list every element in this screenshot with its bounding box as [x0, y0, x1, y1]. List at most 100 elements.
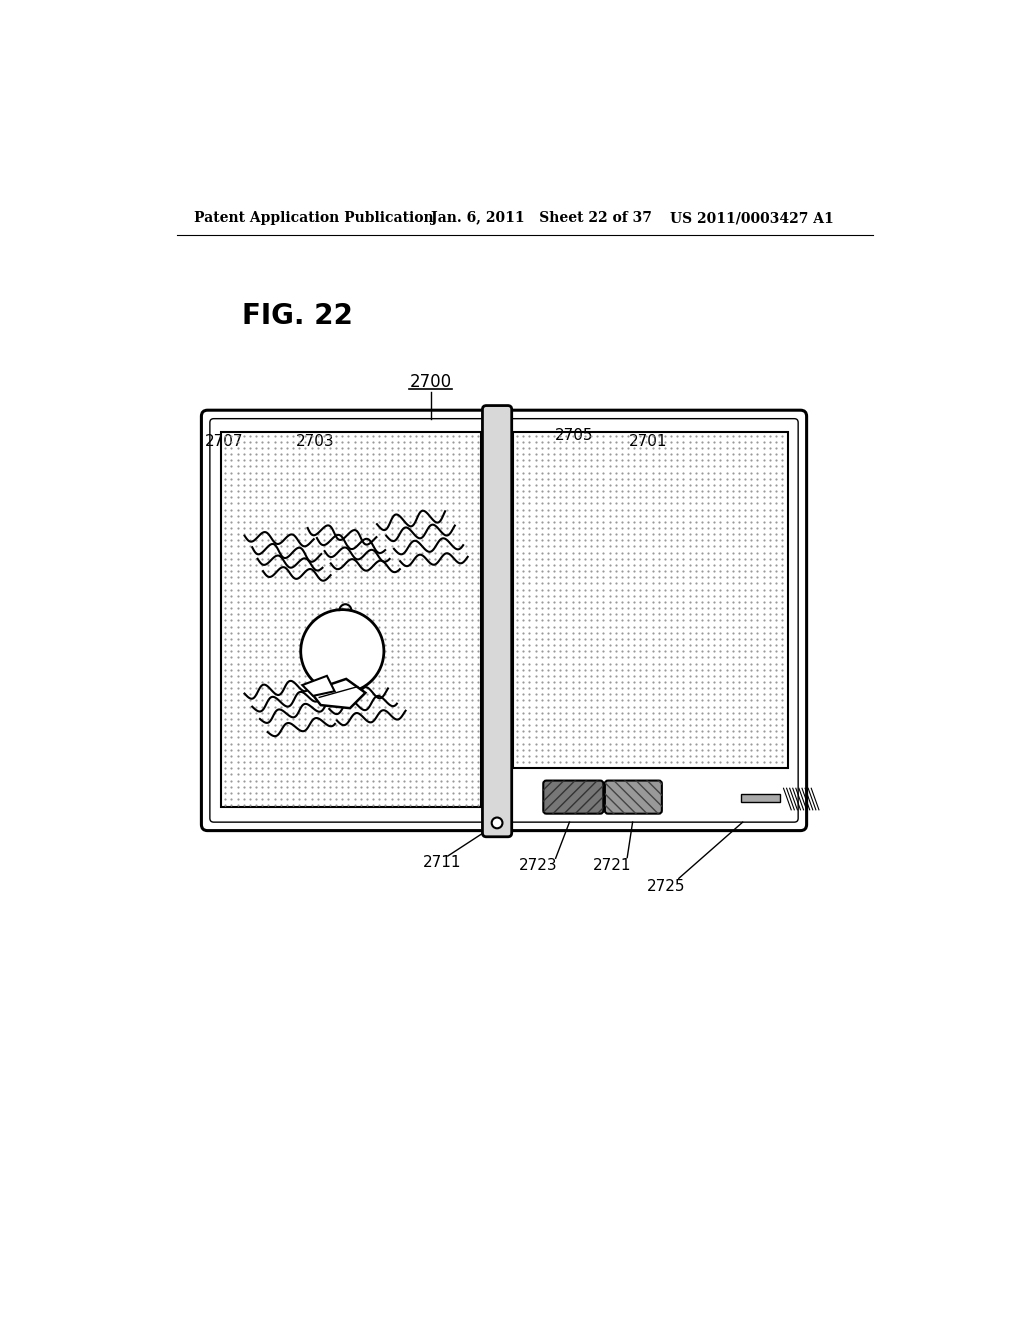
- Point: [427, 659, 443, 680]
- Point: [546, 561, 562, 582]
- Point: [558, 506, 574, 527]
- Point: [564, 696, 581, 717]
- Text: Jan. 6, 2011   Sheet 22 of 37: Jan. 6, 2011 Sheet 22 of 37: [431, 211, 651, 226]
- Point: [254, 536, 270, 557]
- Point: [564, 739, 581, 760]
- Point: [340, 702, 356, 723]
- Point: [626, 659, 642, 680]
- Point: [626, 640, 642, 661]
- Point: [564, 721, 581, 742]
- Point: [217, 492, 233, 513]
- Point: [414, 450, 430, 471]
- Point: [638, 561, 654, 582]
- Point: [774, 672, 791, 693]
- Point: [229, 758, 246, 779]
- Point: [279, 524, 295, 545]
- Point: [427, 635, 443, 656]
- Point: [229, 622, 246, 643]
- Point: [254, 610, 270, 631]
- Point: [656, 554, 673, 576]
- Point: [346, 653, 362, 675]
- Point: [414, 566, 430, 587]
- Point: [620, 480, 636, 502]
- Point: [613, 469, 630, 490]
- Point: [297, 628, 313, 649]
- Point: [737, 444, 754, 465]
- Point: [693, 480, 710, 502]
- Point: [583, 499, 599, 520]
- Point: [328, 739, 344, 760]
- Point: [725, 579, 741, 601]
- Point: [248, 487, 264, 508]
- Point: [389, 517, 406, 539]
- Point: [334, 591, 350, 612]
- Point: [315, 795, 332, 816]
- Point: [291, 492, 307, 513]
- Point: [433, 499, 450, 520]
- Point: [439, 462, 456, 483]
- Point: [589, 714, 605, 735]
- Point: [515, 628, 531, 649]
- Point: [650, 709, 667, 730]
- Point: [595, 721, 611, 742]
- Point: [358, 529, 375, 550]
- Point: [470, 610, 486, 631]
- Point: [638, 450, 654, 471]
- Point: [439, 690, 456, 711]
- Point: [743, 622, 760, 643]
- Point: [358, 548, 375, 569]
- Point: [223, 788, 240, 809]
- Point: [279, 536, 295, 557]
- Point: [309, 536, 326, 557]
- Point: [589, 733, 605, 754]
- Point: [470, 492, 486, 513]
- Point: [564, 585, 581, 606]
- Point: [750, 450, 766, 471]
- Point: [583, 751, 599, 772]
- Point: [577, 665, 593, 686]
- Point: [389, 548, 406, 569]
- Point: [303, 684, 319, 705]
- Point: [358, 511, 375, 532]
- Point: [266, 770, 283, 791]
- Point: [768, 444, 784, 465]
- Point: [558, 499, 574, 520]
- Point: [272, 677, 289, 698]
- Point: [334, 554, 350, 576]
- Point: [377, 635, 393, 656]
- Point: [389, 702, 406, 723]
- Point: [687, 480, 703, 502]
- Point: [706, 437, 722, 458]
- Point: [750, 529, 766, 550]
- Point: [303, 702, 319, 723]
- Point: [383, 628, 399, 649]
- Point: [223, 795, 240, 816]
- Point: [291, 795, 307, 816]
- Point: [706, 721, 722, 742]
- Point: [389, 721, 406, 742]
- Point: [358, 758, 375, 779]
- Point: [358, 543, 375, 564]
- Point: [297, 561, 313, 582]
- Point: [371, 469, 387, 490]
- Point: [334, 783, 350, 804]
- Point: [589, 659, 605, 680]
- Point: [464, 474, 480, 495]
- Point: [534, 455, 550, 477]
- Point: [570, 659, 587, 680]
- Point: [638, 746, 654, 767]
- Point: [291, 591, 307, 612]
- Point: [675, 444, 691, 465]
- Point: [558, 474, 574, 495]
- Point: [768, 702, 784, 723]
- Point: [439, 543, 456, 564]
- Point: [570, 702, 587, 723]
- Point: [693, 709, 710, 730]
- Point: [564, 591, 581, 612]
- Point: [601, 480, 617, 502]
- Point: [687, 444, 703, 465]
- Point: [315, 437, 332, 458]
- Point: [774, 690, 791, 711]
- Point: [223, 536, 240, 557]
- Point: [656, 455, 673, 477]
